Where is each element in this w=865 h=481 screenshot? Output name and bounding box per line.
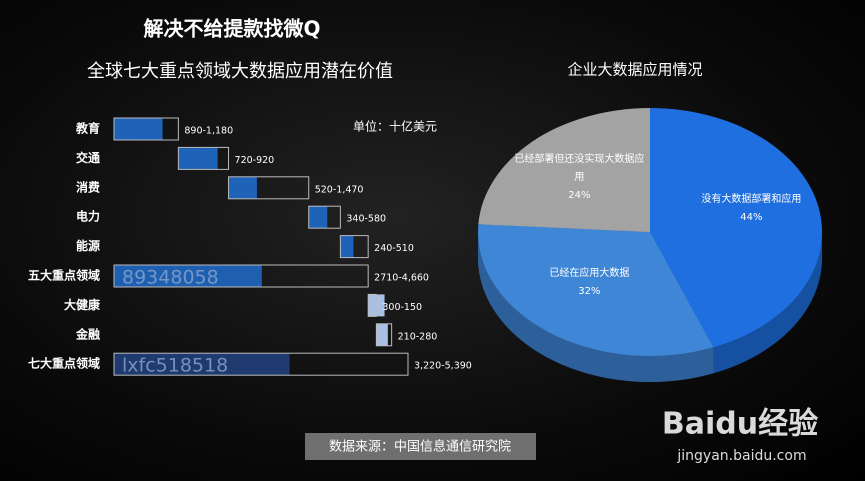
bar-low: [340, 235, 354, 258]
bar-high: [113, 264, 369, 288]
pie-slice: [478, 224, 714, 357]
slice-name: 已经在应用大数据: [549, 268, 630, 280]
pie-label: 没有大数据部署和应用 44%: [686, 191, 816, 227]
category-label: 七大重点领域: [28, 356, 100, 371]
category-label: 电力: [76, 209, 100, 224]
source: 数据来源：中国信息通信研究院: [329, 439, 511, 455]
unit-label: 单位：十亿美元: [353, 119, 437, 134]
pie-slice: [478, 108, 650, 232]
slice-value: 32%: [578, 286, 601, 298]
pie-slice: [650, 108, 823, 348]
category-label: 能源: [76, 238, 100, 253]
bar-high: [113, 352, 409, 376]
value-label: 890-1,180: [184, 126, 233, 137]
value-label: 2710-4,660: [374, 273, 429, 284]
category-label: 交通: [76, 150, 100, 165]
bar-high: [367, 293, 377, 317]
bar-high: [228, 176, 310, 200]
watermark-url: jingyan.baidu.com: [676, 448, 806, 464]
value-label: 520-1,470: [315, 184, 364, 195]
pie-label: 已经部署但还没实现大数据应用 24%: [514, 151, 644, 205]
pie-wall: [713, 232, 822, 374]
bar-high: [177, 146, 230, 170]
watermark-logo: Baidu经验: [662, 407, 818, 442]
category-label: 五大重点领域: [28, 268, 100, 283]
bar-low: [376, 323, 388, 346]
category-label: 大健康: [64, 297, 101, 312]
value-label: 3,220-5,390: [414, 361, 472, 372]
bar-high: [308, 205, 341, 229]
value-label: 300-150: [382, 302, 422, 313]
bar-high: [113, 117, 179, 141]
bar-high: [375, 323, 393, 347]
chart-title: 全球七大重点领域大数据应用潜在价值: [87, 61, 393, 82]
value-label: 240-510: [374, 243, 414, 254]
bar-low: [114, 353, 290, 376]
annotation: lxfc518518: [122, 355, 228, 377]
pie-wall: [478, 232, 714, 383]
value-label: 210-280: [398, 331, 438, 342]
pie-label: 已经在应用大数据 32%: [524, 265, 654, 301]
bar-low: [228, 176, 257, 199]
bar-low: [114, 265, 262, 287]
bar-low: [114, 118, 163, 140]
chart-title: 企业大数据应用情况: [567, 61, 702, 79]
category-label: 金融: [75, 326, 100, 341]
source-box: [305, 433, 536, 460]
bar-low: [178, 147, 218, 170]
category-label: 消费: [76, 179, 100, 194]
value-label: 340-580: [346, 214, 386, 225]
slice-value: 24%: [568, 189, 591, 201]
slice-value: 44%: [740, 212, 763, 224]
annotation: 89348058: [122, 267, 219, 289]
slice-name: 已经部署但还没实现大数据应用: [514, 153, 645, 183]
slice-name: 没有大数据部署和应用: [701, 194, 802, 206]
bar-low: [308, 206, 328, 229]
bar-high: [339, 235, 369, 259]
category-label: 教育: [75, 121, 100, 136]
header-title: 解决不给提款找微Q: [143, 17, 320, 41]
value-label: 720-920: [235, 155, 275, 166]
